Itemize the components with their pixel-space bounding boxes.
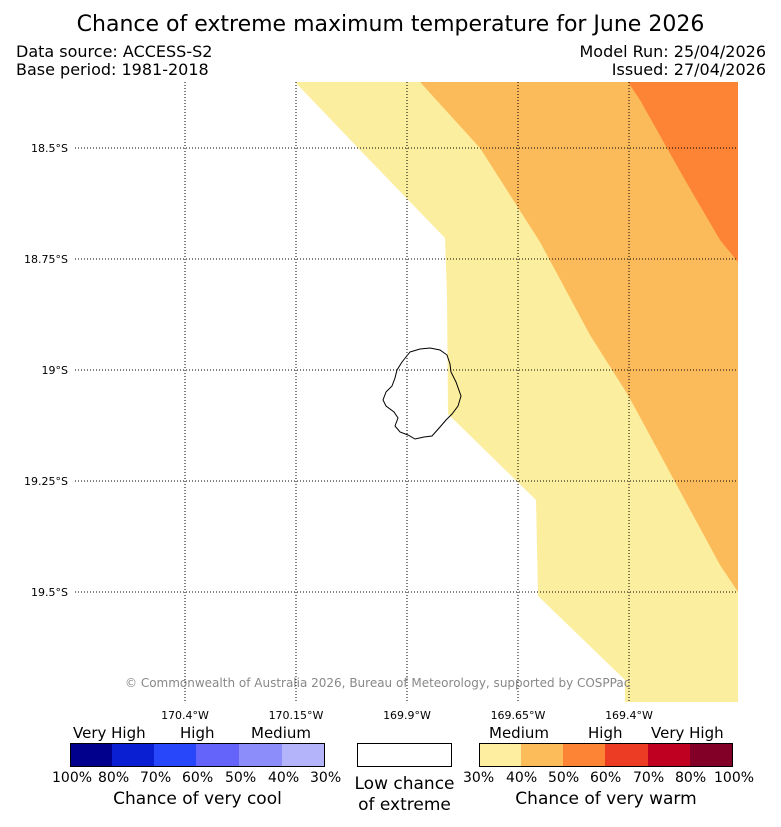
- lat-label: 19.5°S: [31, 586, 68, 599]
- base-period: Base period: 1981-2018: [16, 60, 209, 79]
- warm-group-label: High: [588, 724, 623, 742]
- neutral-swatch: [357, 743, 452, 767]
- map-title: Chance of extreme maximum temperature fo…: [76, 12, 705, 37]
- island-outline: [382, 347, 462, 440]
- cool-group-label: High: [180, 724, 215, 742]
- cool-pct: 100%: [52, 770, 93, 786]
- lon-label: 169.4°W: [605, 709, 653, 722]
- zone-40-50: [420, 82, 738, 592]
- cool-caption: Chance of very cool: [113, 789, 282, 809]
- model-run: Model Run: 25/04/2026: [579, 42, 767, 61]
- lon-label: 170.4°W: [161, 709, 209, 722]
- warm-pct: 30%: [463, 770, 495, 786]
- warm-pct: 60%: [590, 770, 622, 786]
- warm-swatch: [521, 743, 564, 767]
- warm-pct: 80%: [675, 770, 707, 786]
- data-source: Data source: ACCESS-S2: [16, 42, 213, 61]
- lat-label: 18.5°S: [31, 142, 68, 155]
- cool-swatch: [154, 743, 197, 767]
- warm-group-label: Very High: [651, 724, 724, 742]
- warm-pct: 50%: [548, 770, 580, 786]
- cool-swatch: [112, 743, 155, 767]
- lat-label: 19°S: [41, 364, 68, 377]
- warm-swatch: [479, 743, 522, 767]
- zone-50-60: [628, 82, 738, 262]
- warm-pct: 70%: [633, 770, 665, 786]
- warm-pct: 100%: [714, 770, 755, 786]
- cool-swatch: [282, 743, 325, 767]
- copyright-notice: © Commonwealth of Australia 2026, Bureau…: [125, 676, 631, 690]
- cool-pct: 60%: [182, 770, 214, 786]
- lat-label: 19.25°S: [24, 475, 68, 488]
- issued-date: Issued: 27/04/2026: [611, 60, 766, 79]
- lon-label: 169.9°W: [383, 709, 431, 722]
- cool-swatch: [196, 743, 240, 767]
- cool-pct: 30%: [310, 770, 342, 786]
- warm-group-label: Medium: [489, 724, 549, 742]
- neutral-caption-line2: of extreme: [358, 795, 451, 815]
- warm-caption: Chance of very warm: [515, 789, 697, 809]
- warm-pct: 40%: [506, 770, 538, 786]
- cool-group-label: Very High: [73, 724, 146, 742]
- cool-swatch: [239, 743, 283, 767]
- warm-swatch: [605, 743, 649, 767]
- lon-label: 169.65°W: [490, 709, 546, 722]
- gridlines: [75, 82, 738, 702]
- lat-label: 18.75°S: [24, 253, 68, 266]
- cool-swatch: [70, 743, 113, 767]
- lon-label: 170.15°W: [268, 709, 324, 722]
- cool-pct: 40%: [268, 770, 300, 786]
- neutral-caption-line1: Low chance: [354, 774, 455, 794]
- cool-group-label: Medium: [251, 724, 311, 742]
- cool-pct: 70%: [140, 770, 172, 786]
- warm-swatch: [690, 743, 733, 767]
- warm-swatch: [563, 743, 606, 767]
- cool-pct: 50%: [225, 770, 257, 786]
- cool-pct: 80%: [98, 770, 130, 786]
- warm-swatch: [648, 743, 691, 767]
